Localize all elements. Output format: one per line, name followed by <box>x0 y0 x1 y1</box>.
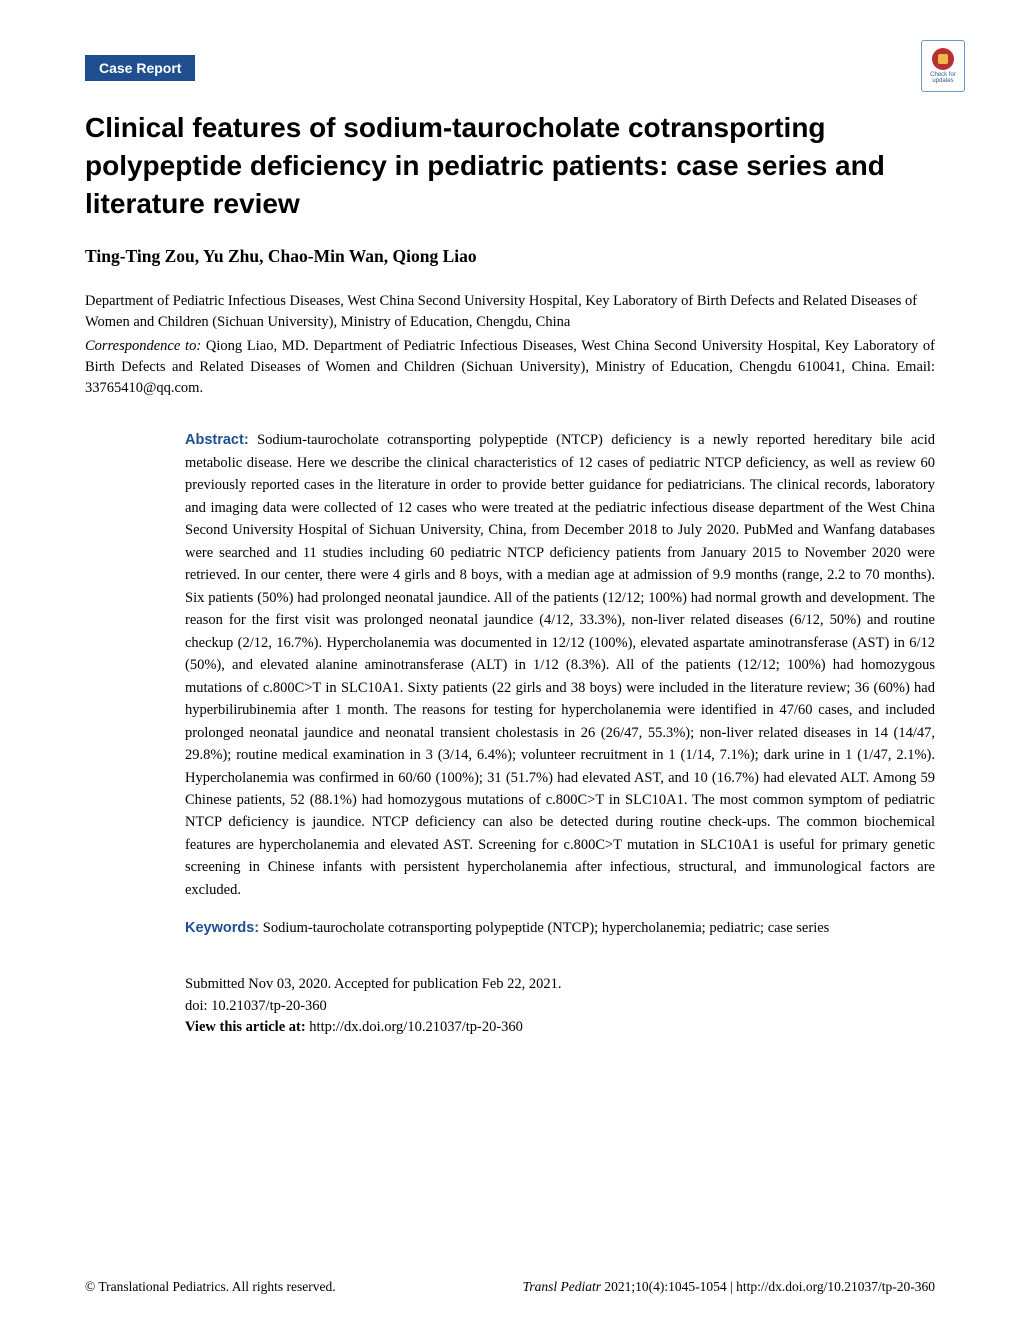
crossmark-icon-inner <box>938 54 948 64</box>
abstract-label: Abstract: <box>185 432 249 448</box>
footer-left: © Translational Pediatrics. All rights r… <box>85 1279 336 1295</box>
abstract-block: Abstract: Sodium-taurocholate cotranspor… <box>85 429 935 1039</box>
correspondence: Correspondence to: Qiong Liao, MD. Depar… <box>85 336 935 399</box>
footer-journal: Transl Pediatr <box>523 1279 601 1294</box>
doi-line: doi: 10.21037/tp-20-360 <box>185 996 935 1018</box>
affiliation: Department of Pediatric Infectious Disea… <box>85 291 935 333</box>
view-line: View this article at: http://dx.doi.org/… <box>185 1017 935 1039</box>
keywords-label: Keywords: <box>185 920 259 936</box>
view-url[interactable]: http://dx.doi.org/10.21037/tp-20-360 <box>306 1019 523 1035</box>
page: Check for updates Case Report Clinical f… <box>0 0 1020 1335</box>
crossmark-line1: Check for <box>930 72 956 78</box>
section-tag: Case Report <box>85 55 195 81</box>
abstract-paragraph: Abstract: Sodium-taurocholate cotranspor… <box>185 429 935 901</box>
submitted-line: Submitted Nov 03, 2020. Accepted for pub… <box>185 974 935 996</box>
correspondence-label: Correspondence to: <box>85 338 201 354</box>
keywords-paragraph: Keywords: Sodium-taurocholate cotranspor… <box>185 917 935 939</box>
footer-citation: 2021;10(4):1045-1054 | http://dx.doi.org… <box>601 1279 935 1294</box>
authors: Ting-Ting Zou, Yu Zhu, Chao-Min Wan, Qio… <box>85 246 935 267</box>
abstract-text: Sodium-taurocholate cotransporting polyp… <box>185 432 935 897</box>
keywords-text: Sodium-taurocholate cotransporting polyp… <box>259 920 829 936</box>
view-label: View this article at: <box>185 1019 306 1035</box>
correspondence-text: Qiong Liao, MD. Department of Pediatric … <box>85 338 935 396</box>
crossmark-icon <box>932 48 954 70</box>
article-title: Clinical features of sodium-taurocholate… <box>85 109 935 222</box>
spacer <box>185 956 935 974</box>
footer-right: Transl Pediatr 2021;10(4):1045-1054 | ht… <box>523 1279 935 1295</box>
crossmark-badge-box: Check for updates <box>921 40 965 92</box>
footer: © Translational Pediatrics. All rights r… <box>85 1279 935 1295</box>
crossmark-line2: updates <box>932 78 953 84</box>
crossmark-badge[interactable]: Check for updates <box>921 40 965 92</box>
crossmark-text: Check for updates <box>930 72 956 85</box>
